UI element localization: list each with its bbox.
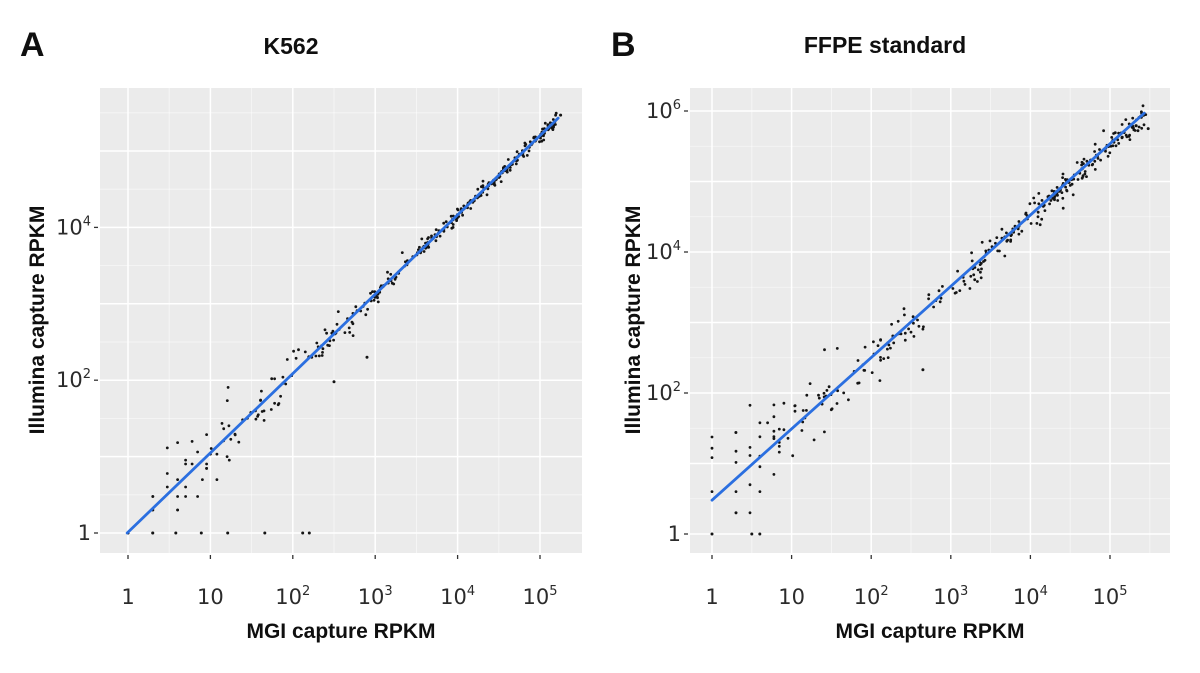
x-tick-label: 102 bbox=[275, 584, 310, 609]
y-tick-label: 102 bbox=[56, 367, 91, 392]
trend-line bbox=[125, 116, 560, 535]
x-tick-label: 102 bbox=[854, 584, 889, 609]
x-tick-label: 105 bbox=[1092, 584, 1127, 609]
y-tick-label: 104 bbox=[646, 239, 681, 264]
x-tick-label: 104 bbox=[1013, 584, 1048, 609]
trend-line bbox=[710, 111, 1146, 502]
y-tick-labels: 1 102 104 106 bbox=[646, 98, 681, 546]
scatter-points-extra bbox=[151, 113, 563, 535]
chart-title: FFPE standard bbox=[804, 32, 966, 58]
plot-area-bg bbox=[100, 88, 582, 553]
x-tick-label: 1 bbox=[121, 585, 134, 609]
x-tick-label: 103 bbox=[358, 584, 393, 609]
y-tick-label: 104 bbox=[56, 214, 91, 239]
x-tick-label: 105 bbox=[522, 584, 557, 609]
axis-ticks bbox=[94, 226, 541, 559]
axis-ticks bbox=[684, 110, 1111, 559]
x-tick-label: 10 bbox=[778, 585, 805, 609]
y-tick-label: 1 bbox=[78, 521, 91, 545]
x-axis-title: MGI capture RPKM bbox=[246, 620, 435, 643]
gridlines-minor bbox=[100, 88, 582, 553]
y-tick-label: 1 bbox=[668, 522, 681, 546]
y-tick-labels: 1 102 104 bbox=[56, 214, 91, 545]
panel-letter: B bbox=[611, 26, 636, 64]
panel-ffpe-standard: 1 10 102 103 104 105 1 102 104 106 B FFPE standa… bbox=[611, 26, 1170, 643]
y-tick-label: 106 bbox=[646, 98, 681, 123]
panel-letter: A bbox=[20, 26, 45, 64]
panel-k562: 1 10 102 103 104 105 1 102 104 A K562 MGI captu… bbox=[20, 26, 582, 643]
chart-title: K562 bbox=[264, 33, 319, 59]
gridlines-minor bbox=[690, 88, 1170, 553]
y-axis-title: Illumina capture RPKM bbox=[622, 206, 645, 435]
gridlines-major bbox=[690, 88, 1170, 553]
gridlines-major bbox=[100, 88, 582, 553]
x-tick-label: 103 bbox=[933, 584, 968, 609]
x-tick-label: 104 bbox=[440, 584, 475, 609]
scatter-points-extra bbox=[710, 127, 1150, 536]
x-tick-label: 10 bbox=[197, 585, 224, 609]
y-tick-label: 102 bbox=[646, 380, 681, 405]
x-tick-label: 1 bbox=[705, 585, 718, 609]
x-tick-labels: 1 10 102 103 104 105 bbox=[705, 584, 1127, 609]
y-axis-title: Illumina capture RPKM bbox=[26, 206, 49, 435]
x-tick-labels: 1 10 102 103 104 105 bbox=[121, 584, 557, 609]
x-axis-title: MGI capture RPKM bbox=[835, 620, 1024, 643]
